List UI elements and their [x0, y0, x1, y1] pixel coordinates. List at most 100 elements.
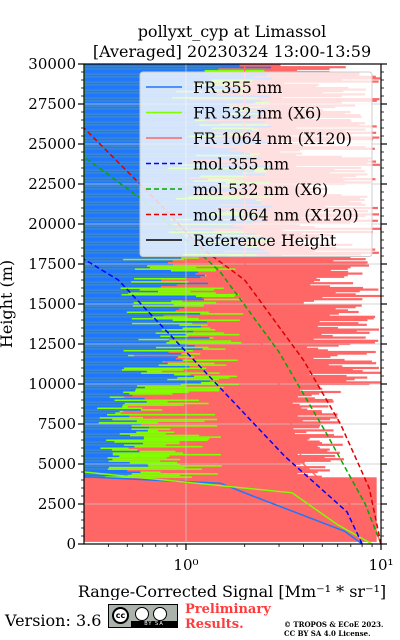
- fr-1064-band: [84, 429, 334, 432]
- fr-532-band: [84, 310, 209, 314]
- fr-1064-band: [84, 352, 367, 355]
- fr-1064-band: [84, 414, 298, 418]
- y-tick-label: 5000: [38, 455, 76, 473]
- fr-1064-band: [84, 403, 300, 406]
- fr-1064-band: [84, 501, 377, 504]
- fr-1064-band: [84, 440, 320, 443]
- fr-1064-band: [84, 538, 377, 541]
- fr-1064-band: [84, 454, 336, 458]
- fr-1064-band: [84, 315, 376, 318]
- fr-355-band: [84, 387, 136, 390]
- fr-355-band: [84, 333, 187, 336]
- fr-532-band: [84, 264, 223, 267]
- fr-355-band: [84, 395, 110, 398]
- fr-1064-band: [84, 536, 377, 539]
- fr-355-band: [84, 432, 120, 435]
- fr-1064-band: [84, 411, 322, 414]
- fr-532-band: [84, 301, 217, 304]
- fr-532-band: [84, 437, 210, 440]
- by-icon: [135, 607, 149, 621]
- copyright-line-1: © TROPOS & ECoE 2023.: [284, 620, 384, 629]
- fr-355-band: [84, 195, 189, 198]
- fr-1064-band: [84, 466, 326, 469]
- fr-355-band: [84, 272, 196, 275]
- fr-355-band: [84, 306, 185, 309]
- copyright-notice: © TROPOS & ECoE 2023. CC BY SA 4.0 Licen…: [284, 620, 383, 638]
- fr-355-band: [84, 392, 130, 395]
- fr-355-band: [84, 301, 134, 304]
- fr-532-band: [84, 466, 185, 469]
- fr-1064-band: [84, 520, 377, 523]
- fr-1064-band: [84, 456, 325, 459]
- fr-1064-band: [84, 266, 351, 269]
- cc-license-badge[interactable]: cc BY SA: [108, 604, 178, 628]
- fr-1064-band: [84, 526, 377, 530]
- fr-355-band: [84, 352, 182, 355]
- fr-1064-band: [84, 334, 333, 338]
- fr-1064-band: [84, 490, 377, 493]
- fr-532-band: [84, 461, 178, 464]
- fr-532-band: [84, 440, 180, 443]
- y-tick-label: 0: [66, 535, 76, 553]
- fr-355-band: [84, 398, 115, 402]
- y-tick-label: 27500: [28, 95, 76, 113]
- fr-355-band: [84, 307, 179, 310]
- fr-1064-band: [84, 507, 377, 510]
- fr-1064-band: [84, 278, 320, 282]
- fr-1064-band: [84, 365, 343, 368]
- fr-355-band: [84, 347, 203, 350]
- fr-532-band: [84, 438, 208, 442]
- chart-subtitle: [Averaged] 20230324 13:00-13:59: [93, 42, 371, 61]
- fr-1064-band: [84, 530, 377, 533]
- fr-1064-band: [84, 504, 377, 507]
- fr-1064-band: [84, 306, 356, 309]
- fr-1064-band: [84, 430, 307, 434]
- fr-355-band: [84, 64, 240, 67]
- fr-1064-band: [84, 483, 377, 486]
- fr-355-band: [84, 293, 122, 296]
- fr-355-band: [84, 410, 120, 413]
- x-axis-label: Range-Corrected Signal [Mm⁻¹ * sr⁻¹]: [78, 582, 386, 600]
- fr-355-band: [84, 69, 205, 72]
- fr-1064-band: [84, 405, 329, 408]
- fr-1064-band: [84, 350, 376, 354]
- fr-1064-band: [84, 317, 374, 320]
- fr-1064-band: [84, 309, 349, 312]
- fr-355-band: [84, 472, 132, 475]
- fr-532-band: [84, 406, 143, 410]
- fr-1064-band: [84, 395, 298, 398]
- fr-1064-band: [84, 515, 377, 518]
- fr-355-band: [84, 373, 175, 376]
- fr-355-band: [84, 424, 132, 427]
- fr-355-band: [84, 349, 124, 352]
- fr-1064-band: [84, 486, 377, 490]
- fr-355-band: [84, 435, 144, 438]
- fr-532-band: [84, 293, 240, 296]
- legend-entry-label: mol 532 nm (X6): [193, 180, 328, 199]
- fr-355-band: [84, 421, 99, 424]
- legend-entry-label: FR 355 nm: [193, 78, 282, 97]
- fr-355-band: [84, 176, 191, 179]
- fr-1064-band: [84, 408, 308, 411]
- fr-355-band: [84, 190, 194, 194]
- fr-1064-band: [84, 525, 377, 528]
- fr-1064-band: [84, 360, 372, 363]
- fr-355-band: [84, 442, 143, 445]
- fr-1064-band: [84, 533, 377, 536]
- fr-532-band: [84, 291, 216, 294]
- fr-1064-band: [84, 285, 330, 288]
- fr-532-band: [84, 454, 170, 458]
- fr-532-band: [84, 432, 166, 435]
- fr-355-band: [84, 314, 164, 317]
- fr-1064-band: [84, 539, 377, 542]
- cc-icon: cc: [112, 607, 129, 624]
- fr-532-band: [84, 418, 218, 421]
- fr-1064-band: [84, 421, 341, 424]
- fr-355-band: [84, 451, 113, 454]
- fr-532-band: [84, 453, 221, 456]
- fr-1064-band: [84, 397, 315, 400]
- fr-1064-band: [84, 264, 370, 267]
- fr-355-band: [84, 411, 116, 414]
- fr-532-band: [84, 267, 236, 270]
- fr-1064-band: [84, 518, 377, 522]
